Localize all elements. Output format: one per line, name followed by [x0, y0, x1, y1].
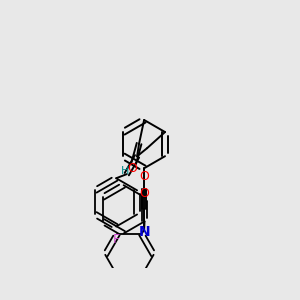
Text: H: H	[121, 166, 129, 176]
Text: O: O	[139, 170, 149, 184]
Text: F: F	[112, 233, 120, 246]
Text: O: O	[139, 187, 149, 200]
Text: O: O	[127, 162, 137, 175]
Text: N: N	[138, 225, 150, 239]
